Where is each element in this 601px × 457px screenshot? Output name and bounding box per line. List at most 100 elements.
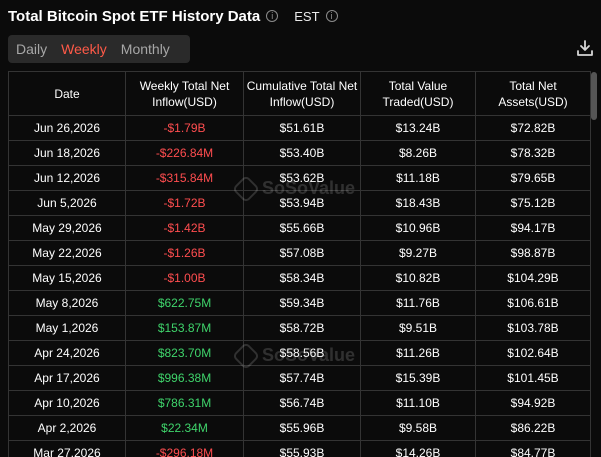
net-assets-cell: $86.22B xyxy=(476,416,591,440)
table-row: Jun 18,2026 -$226.84M $53.40B $8.26B $78… xyxy=(9,141,591,166)
cumulative-inflow-cell: $59.34B xyxy=(244,291,361,315)
value-traded-cell: $13.24B xyxy=(361,116,476,140)
value-traded-cell: $11.18B xyxy=(361,166,476,190)
value-traded-cell: $10.82B xyxy=(361,266,476,290)
value-traded-cell: $18.43B xyxy=(361,191,476,215)
weekly-inflow-cell: -$315.84M xyxy=(126,166,244,190)
date-cell: Apr 10,2026 xyxy=(9,391,126,415)
column-header-total-net-assets[interactable]: Total Net Assets(USD) xyxy=(476,72,591,115)
date-cell: May 22,2026 xyxy=(9,241,126,265)
net-assets-cell: $72.82B xyxy=(476,116,591,140)
history-table: Date Weekly Total Net Inflow(USD) Cumula… xyxy=(8,71,591,457)
table-row: Jun 5,2026 -$1.72B $53.94B $18.43B $75.1… xyxy=(9,191,591,216)
cumulative-inflow-cell: $53.62B xyxy=(244,166,361,190)
cumulative-inflow-cell: $55.96B xyxy=(244,416,361,440)
cumulative-inflow-cell: $53.94B xyxy=(244,191,361,215)
tab-monthly[interactable]: Monthly xyxy=(120,41,170,57)
table-row: May 15,2026 -$1.00B $58.34B $10.82B $104… xyxy=(9,266,591,291)
table-row: Jun 12,2026 -$315.84M $53.62B $11.18B $7… xyxy=(9,166,591,191)
cumulative-inflow-cell: $55.66B xyxy=(244,216,361,240)
cumulative-inflow-cell: $57.08B xyxy=(244,241,361,265)
value-traded-cell: $11.26B xyxy=(361,341,476,365)
cumulative-inflow-cell: $55.93B xyxy=(244,441,361,457)
table-row: Apr 10,2026 $786.31M $56.74B $11.10B $94… xyxy=(9,391,591,416)
date-cell: Jun 12,2026 xyxy=(9,166,126,190)
weekly-inflow-cell: -$1.42B xyxy=(126,216,244,240)
date-cell: May 1,2026 xyxy=(9,316,126,340)
column-header-weekly-net-inflow[interactable]: Weekly Total Net Inflow(USD) xyxy=(126,72,244,115)
value-traded-cell: $15.39B xyxy=(361,366,476,390)
net-assets-cell: $104.29B xyxy=(476,266,591,290)
table-row: Apr 17,2026 $996.38M $57.74B $15.39B $10… xyxy=(9,366,591,391)
value-traded-cell: $8.26B xyxy=(361,141,476,165)
date-cell: Jun 5,2026 xyxy=(9,191,126,215)
date-cell: Jun 26,2026 xyxy=(9,116,126,140)
net-assets-cell: $94.17B xyxy=(476,216,591,240)
value-traded-cell: $11.10B xyxy=(361,391,476,415)
value-traded-cell: $9.51B xyxy=(361,316,476,340)
weekly-inflow-cell: -$1.00B xyxy=(126,266,244,290)
info-icon[interactable]: i xyxy=(266,10,279,22)
download-icon[interactable] xyxy=(576,39,594,57)
column-header-cumulative-net-inflow[interactable]: Cumulative Total Net Inflow(USD) xyxy=(244,72,361,115)
weekly-inflow-cell: -$296.18M xyxy=(126,441,244,457)
weekly-inflow-cell: $786.31M xyxy=(126,391,244,415)
weekly-inflow-cell: $622.75M xyxy=(126,291,244,315)
cumulative-inflow-cell: $57.74B xyxy=(244,366,361,390)
cumulative-inflow-cell: $58.72B xyxy=(244,316,361,340)
timezone-label: EST xyxy=(294,8,320,24)
net-assets-cell: $94.92B xyxy=(476,391,591,415)
net-assets-cell: $79.65B xyxy=(476,166,591,190)
cumulative-inflow-cell: $53.40B xyxy=(244,141,361,165)
date-cell: Apr 24,2026 xyxy=(9,341,126,365)
table-scrollbar[interactable] xyxy=(591,72,597,120)
cumulative-inflow-cell: $51.61B xyxy=(244,116,361,140)
tab-weekly[interactable]: Weekly xyxy=(61,41,107,57)
net-assets-cell: $103.78B xyxy=(476,316,591,340)
net-assets-cell: $78.32B xyxy=(476,141,591,165)
net-assets-cell: $101.45B xyxy=(476,366,591,390)
table-row: Mar 27,2026 -$296.18M $55.93B $14.26B $8… xyxy=(9,441,591,457)
value-traded-cell: $10.96B xyxy=(361,216,476,240)
net-assets-cell: $98.87B xyxy=(476,241,591,265)
timezone-info-icon[interactable]: i xyxy=(325,10,338,22)
value-traded-cell: $9.58B xyxy=(361,416,476,440)
net-assets-cell: $106.61B xyxy=(476,291,591,315)
table-row: Jun 26,2026 -$1.79B $51.61B $13.24B $72.… xyxy=(9,116,591,141)
weekly-inflow-cell: $153.87M xyxy=(126,316,244,340)
table-row: Apr 2,2026 $22.34M $55.96B $9.58B $86.22… xyxy=(9,416,591,441)
table-row: May 1,2026 $153.87M $58.72B $9.51B $103.… xyxy=(9,316,591,341)
date-cell: Jun 18,2026 xyxy=(9,141,126,165)
table-header-row: Date Weekly Total Net Inflow(USD) Cumula… xyxy=(9,72,591,116)
value-traded-cell: $9.27B xyxy=(361,241,476,265)
date-cell: May 29,2026 xyxy=(9,216,126,240)
period-tabs: Daily Weekly Monthly xyxy=(8,35,190,63)
date-cell: Apr 17,2026 xyxy=(9,366,126,390)
date-cell: Apr 2,2026 xyxy=(9,416,126,440)
table-row: May 29,2026 -$1.42B $55.66B $10.96B $94.… xyxy=(9,216,591,241)
table-row: May 8,2026 $622.75M $59.34B $11.76B $106… xyxy=(9,291,591,316)
weekly-inflow-cell: -$226.84M xyxy=(126,141,244,165)
panel-header: Total Bitcoin Spot ETF History Data i ES… xyxy=(8,5,338,27)
cumulative-inflow-cell: $58.56B xyxy=(244,341,361,365)
weekly-inflow-cell: -$1.72B xyxy=(126,191,244,215)
date-cell: Mar 27,2026 xyxy=(9,441,126,457)
net-assets-cell: $75.12B xyxy=(476,191,591,215)
cumulative-inflow-cell: $58.34B xyxy=(244,266,361,290)
weekly-inflow-cell: $22.34M xyxy=(126,416,244,440)
weekly-inflow-cell: -$1.26B xyxy=(126,241,244,265)
column-header-total-value-traded[interactable]: Total Value Traded(USD) xyxy=(361,72,476,115)
date-cell: May 8,2026 xyxy=(9,291,126,315)
table-row: Apr 24,2026 $823.70M $58.56B $11.26B $10… xyxy=(9,341,591,366)
net-assets-cell: $102.64B xyxy=(476,341,591,365)
tab-daily[interactable]: Daily xyxy=(16,41,48,57)
weekly-inflow-cell: -$1.79B xyxy=(126,116,244,140)
value-traded-cell: $14.26B xyxy=(361,441,476,457)
weekly-inflow-cell: $996.38M xyxy=(126,366,244,390)
column-header-date[interactable]: Date xyxy=(9,72,126,115)
value-traded-cell: $11.76B xyxy=(361,291,476,315)
cumulative-inflow-cell: $56.74B xyxy=(244,391,361,415)
date-cell: May 15,2026 xyxy=(9,266,126,290)
page-title: Total Bitcoin Spot ETF History Data xyxy=(8,7,261,25)
